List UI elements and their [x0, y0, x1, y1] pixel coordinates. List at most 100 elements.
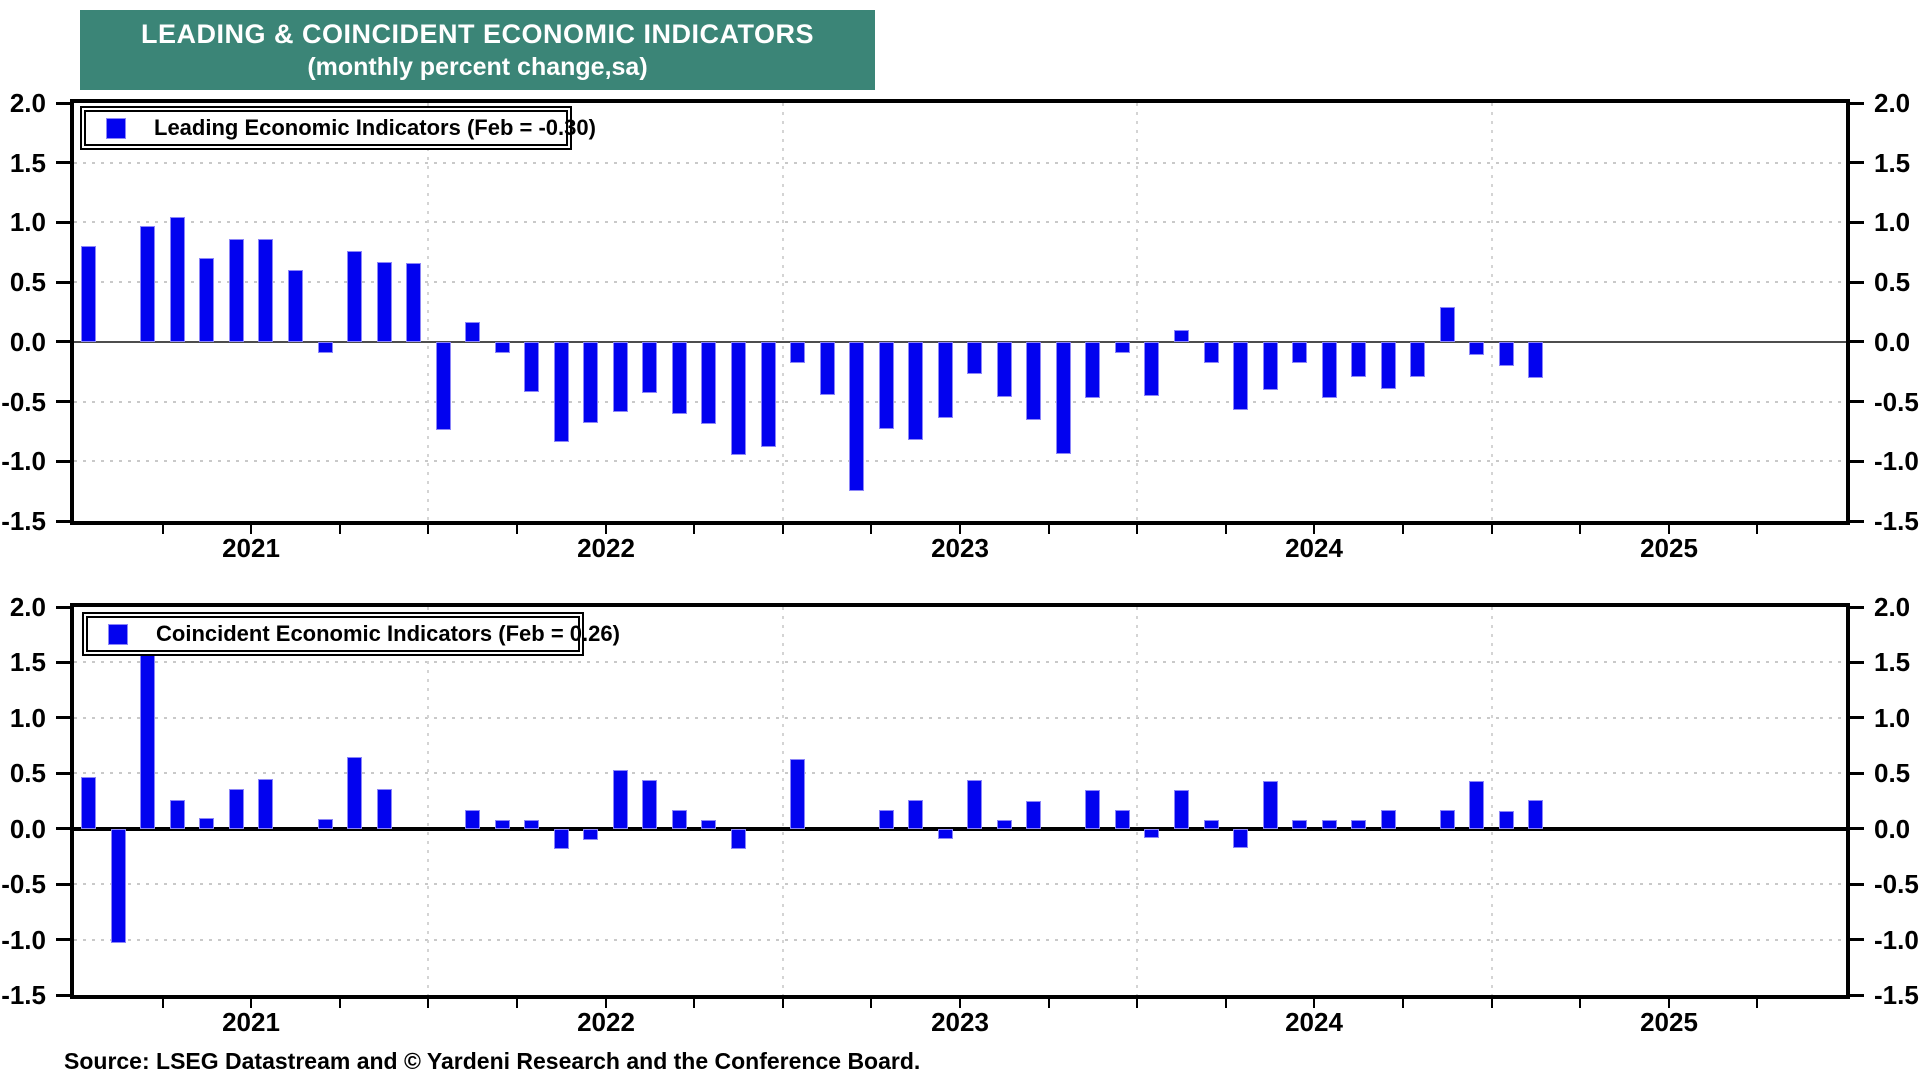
x-tick-quarter: [1225, 525, 1227, 534]
bar-month-44: [1351, 342, 1366, 377]
bar-month-40: [1233, 342, 1248, 410]
bar-month-2: [111, 829, 126, 943]
gridline-y--1: [74, 460, 1846, 462]
bar-month-37: [1144, 342, 1159, 396]
y-axis-label-left: 2.0: [9, 88, 46, 118]
x-axis-year-label: 2025: [1640, 1007, 1698, 1037]
bar-month-28: [879, 342, 894, 429]
x-axis-year-label: 2024: [1285, 533, 1343, 563]
x-tick-quarter: [870, 525, 872, 534]
bar-month-6: [229, 789, 244, 829]
x-tick-quarter: [516, 525, 518, 534]
bar-month-48: [1469, 781, 1484, 829]
bar-month-36: [1115, 342, 1130, 353]
gridline-year-2024: [1136, 607, 1138, 995]
gridline-year-2023: [782, 103, 784, 521]
bar-month-1: [81, 777, 96, 829]
bar-month-17: [554, 829, 569, 849]
x-tick-quarter: [1136, 999, 1138, 1008]
x-axis-year-label: 2023: [931, 533, 989, 563]
gridline-year-2024: [1136, 103, 1138, 521]
y-tick-left: [56, 520, 70, 523]
bar-month-9: [318, 342, 333, 353]
y-axis-label-left: 1.0: [9, 207, 46, 237]
y-tick-right: [1850, 716, 1864, 719]
x-tick-quarter: [1048, 999, 1050, 1008]
bar-month-42: [1292, 342, 1307, 363]
y-tick-left: [56, 938, 70, 941]
bar-month-20: [642, 780, 657, 829]
y-tick-right: [1850, 606, 1864, 609]
bar-month-32: [997, 820, 1012, 829]
y-axis-label-right: -1.0: [1874, 446, 1919, 476]
bar-month-8: [288, 270, 303, 342]
y-tick-left: [56, 827, 70, 830]
x-tick-quarter: [250, 999, 252, 1008]
bar-month-4: [170, 800, 185, 829]
y-axis-label-right: 0.5: [1874, 267, 1911, 297]
y-axis-label-right: -1.5: [1874, 506, 1919, 536]
bar-month-11: [377, 789, 392, 829]
leading-legend: Leading Economic Indicators (Feb = -0.30…: [80, 106, 596, 150]
x-tick-quarter: [959, 999, 961, 1008]
x-axis-year-label: 2022: [577, 1007, 635, 1037]
x-axis-year-label: 2024: [1285, 1007, 1343, 1037]
bar-month-13: [436, 342, 451, 430]
gridline-year-2022: [427, 103, 429, 521]
y-axis-label-left: -1.5: [1, 980, 46, 1010]
bar-month-3: [140, 226, 155, 342]
bar-month-42: [1292, 820, 1307, 829]
bar-month-14: [465, 810, 480, 829]
zero-line: [74, 827, 1846, 831]
coincident-legend: Coincident Economic Indicators (Feb = 0.…: [82, 612, 620, 656]
bar-month-27: [849, 342, 864, 491]
bar-month-46: [1410, 342, 1425, 377]
x-tick-quarter: [427, 999, 429, 1008]
leading-plot-area: 2.0 2.0 1.5 1.5 1.0 1.0 0.5 0.5 0.0 0.0 -0.5 -0.5 -1…: [1, 88, 1919, 563]
bar-month-40: [1233, 829, 1248, 848]
x-axis-year-label: 2023: [931, 1007, 989, 1037]
bar-month-48: [1469, 342, 1484, 355]
x-tick-quarter: [782, 999, 784, 1008]
legend-swatch-icon: [108, 623, 128, 645]
bar-month-26: [820, 342, 835, 395]
bar-month-47: [1440, 810, 1455, 829]
y-axis-label-left: 1.0: [9, 703, 46, 733]
bar-month-37: [1144, 829, 1159, 838]
bar-month-9: [318, 819, 333, 829]
y-axis-label-right: 2.0: [1874, 592, 1911, 622]
x-tick-quarter: [693, 525, 695, 534]
bar-month-33: [1026, 342, 1041, 420]
bar-month-29: [908, 342, 923, 440]
bar-month-50: [1528, 342, 1543, 378]
bar-month-44: [1351, 820, 1366, 829]
leading-legend-label: Leading Economic Indicators (Feb = -0.30…: [154, 115, 596, 140]
bar-month-16: [524, 342, 539, 392]
y-tick-right: [1850, 883, 1864, 886]
bar-month-3: [140, 655, 155, 829]
gridline-y--0.5: [74, 883, 1846, 885]
x-tick-quarter: [1491, 525, 1493, 534]
bar-month-11: [377, 262, 392, 342]
y-tick-left: [56, 772, 70, 775]
y-tick-left: [56, 606, 70, 609]
y-tick-left: [56, 102, 70, 105]
bar-month-16: [524, 820, 539, 829]
y-axis-label-left: -1.0: [1, 925, 46, 955]
bar-month-4: [170, 217, 185, 342]
y-axis-label-right: 1.5: [1874, 148, 1911, 178]
y-tick-right: [1850, 221, 1864, 224]
bar-month-10: [347, 757, 362, 829]
bar-month-7: [258, 779, 273, 829]
bar-month-30: [938, 342, 953, 418]
x-tick-quarter: [516, 999, 518, 1008]
y-axis-label-left: -1.5: [1, 506, 46, 536]
x-axis-year-label: 2022: [577, 533, 635, 563]
bar-month-43: [1322, 820, 1337, 829]
bar-month-39: [1204, 820, 1219, 829]
y-tick-right: [1850, 661, 1864, 664]
y-tick-left: [56, 661, 70, 664]
bar-month-35: [1085, 342, 1100, 398]
bar-month-23: [731, 342, 746, 455]
